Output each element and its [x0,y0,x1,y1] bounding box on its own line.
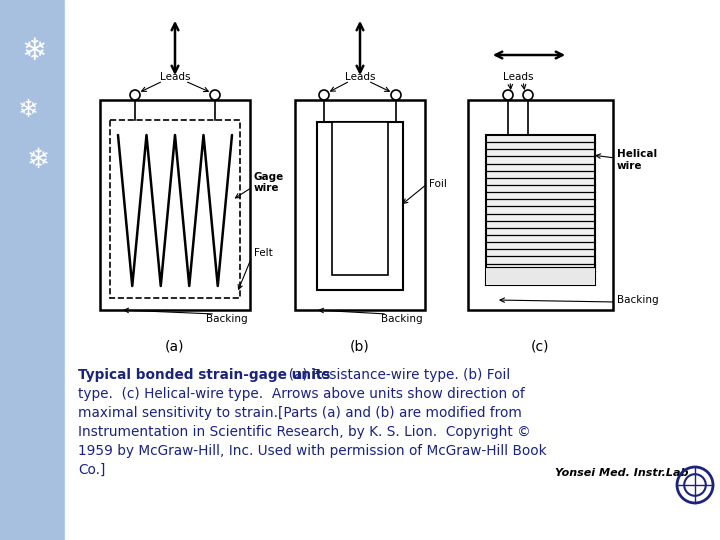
Bar [332,122,388,275]
Text: Gage
wire: Gage wire [254,172,284,193]
Text: Helical
wire: Helical wire [617,149,657,171]
Text: (b): (b) [350,340,370,354]
Circle shape [503,90,513,100]
Text: 1959 by McGraw-Hill, Inc. Used with permission of McGraw-Hill Book: 1959 by McGraw-Hill, Inc. Used with perm… [78,444,546,458]
Text: (a) Resistance-wire type. (b) Foil: (a) Resistance-wire type. (b) Foil [280,368,510,382]
Text: maximal sensitivity to strain.[Parts (a) and (b) are modified from: maximal sensitivity to strain.[Parts (a)… [78,406,522,420]
Bar [486,267,595,285]
Text: ❄: ❄ [17,98,38,122]
Bar [468,100,613,310]
Text: Backing: Backing [382,314,423,324]
Text: Co.]: Co.] [78,463,105,477]
Text: Felt: Felt [254,248,273,259]
Text: ❄: ❄ [27,146,50,174]
Bar [317,122,403,290]
Text: Backing: Backing [207,314,248,324]
Circle shape [391,90,401,100]
Text: Yonsei Med. Instr.Lab: Yonsei Med. Instr.Lab [555,468,688,478]
Text: Backing: Backing [617,295,659,305]
Circle shape [523,90,533,100]
Text: (a): (a) [166,340,185,354]
Text: ❄: ❄ [22,37,47,66]
Text: Leads: Leads [503,72,534,82]
Bar [110,120,240,298]
Bar [0,0,65,540]
Text: (c): (c) [531,340,550,354]
Text: Foil: Foil [429,179,447,189]
Bar [332,122,388,275]
Text: Instrumentation in Scientific Research, by K. S. Lion.  Copyright ©: Instrumentation in Scientific Research, … [78,425,531,439]
Bar [100,100,250,310]
Text: type.  (c) Helical-wire type.  Arrows above units show direction of: type. (c) Helical-wire type. Arrows abov… [78,387,525,401]
Bar [295,100,425,310]
Text: Leads: Leads [160,72,190,82]
Text: Leads: Leads [345,72,375,82]
Bar [486,135,595,285]
Circle shape [210,90,220,100]
Circle shape [319,90,329,100]
Text: Typical bonded strain-gage units: Typical bonded strain-gage units [78,368,330,382]
Circle shape [130,90,140,100]
